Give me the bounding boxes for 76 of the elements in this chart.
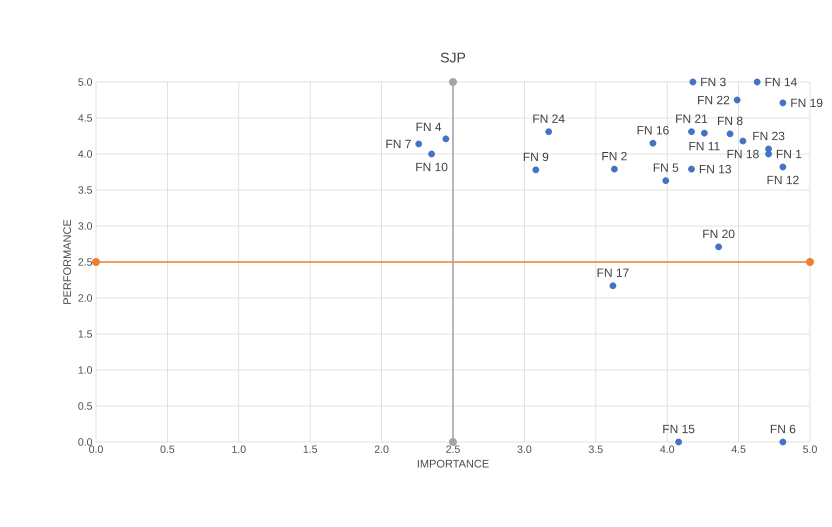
x-tick-label: 2.0	[374, 446, 388, 453]
point	[92, 258, 100, 266]
point	[428, 150, 435, 158]
annotation: FN 17	[598, 268, 629, 277]
x-tick-label: 1.0	[232, 446, 246, 453]
point	[715, 243, 722, 250]
x-tick-label: 3.0	[518, 446, 532, 453]
annotation: FN 6	[770, 424, 796, 434]
y-tick-label: 1.0	[78, 366, 92, 374]
annotation: FN 3	[701, 78, 726, 86]
annotation: FN 21	[676, 114, 708, 123]
annotation: FN 20	[703, 230, 734, 238]
point	[650, 140, 656, 147]
point	[532, 166, 540, 174]
annotation: FN 16	[638, 126, 669, 134]
annotation: FN 13	[700, 164, 732, 174]
y-tick-label: 3.0	[78, 222, 92, 230]
x-tick-label: 1.5	[304, 446, 318, 453]
point	[779, 438, 786, 446]
y-tick-label: 2.5	[78, 258, 92, 266]
x-tick-label: 2.5	[446, 446, 460, 453]
y-axis-title: PERFORMANCE	[63, 220, 72, 304]
x-tick-label: 4.0	[660, 446, 674, 453]
point	[610, 166, 618, 173]
annotation: FN 24	[533, 114, 565, 123]
point	[739, 138, 746, 144]
point	[442, 135, 450, 142]
chart-title: SJP	[440, 52, 466, 63]
point	[726, 130, 734, 138]
point	[449, 78, 458, 86]
annotation: FN 9	[524, 152, 548, 162]
point	[806, 258, 814, 266]
point	[779, 164, 786, 170]
y-tick-label: 3.5	[78, 186, 92, 194]
y-tick-label: 1.5	[78, 330, 92, 338]
point	[765, 146, 772, 152]
annotation: FN 12	[768, 176, 799, 184]
y-tick-label: 4.0	[78, 150, 92, 158]
annotation: FN 4	[416, 122, 442, 132]
y-tick-label: 0.0	[78, 438, 92, 446]
annotation: FN 10	[416, 162, 448, 172]
y-tick-label: 4.5	[78, 114, 92, 122]
annotation: FN 5	[654, 163, 678, 172]
y-tick-label: 2.0	[78, 294, 92, 302]
point	[675, 438, 682, 446]
y-tick-label: 5.0	[78, 78, 92, 86]
point	[662, 177, 670, 184]
x-tick-label: 3.5	[588, 446, 603, 453]
x-tick-label: 5.0	[803, 446, 817, 453]
annotation: FN 11	[689, 142, 720, 150]
point	[734, 96, 741, 104]
annotation: FN 23	[753, 132, 784, 140]
point	[545, 128, 552, 136]
point	[688, 166, 695, 173]
x-tick-label: 0.0	[89, 446, 103, 453]
point	[779, 99, 786, 106]
point	[754, 78, 761, 86]
x-axis-title: IMPORTANCE	[418, 460, 489, 468]
annotation: FN 8	[718, 116, 743, 126]
annotation: FN 18	[728, 150, 759, 158]
annotation: FN 2	[602, 152, 627, 160]
point	[415, 140, 422, 148]
x-tick-label: 0.5	[160, 446, 174, 453]
point	[700, 130, 708, 137]
annotation: FN 7	[386, 140, 411, 148]
annotation: FN 19	[791, 98, 822, 108]
x-tick-label: 4.5	[732, 446, 746, 453]
point	[610, 282, 616, 290]
annotation: FN 1	[776, 150, 802, 158]
point	[688, 128, 695, 136]
annotation: FN 22	[698, 96, 730, 104]
y-tick-label: 0.5	[78, 402, 92, 410]
annotation: FN 15	[663, 424, 694, 434]
annotation: FN 14	[766, 78, 797, 86]
point	[449, 438, 458, 446]
point	[690, 78, 696, 86]
